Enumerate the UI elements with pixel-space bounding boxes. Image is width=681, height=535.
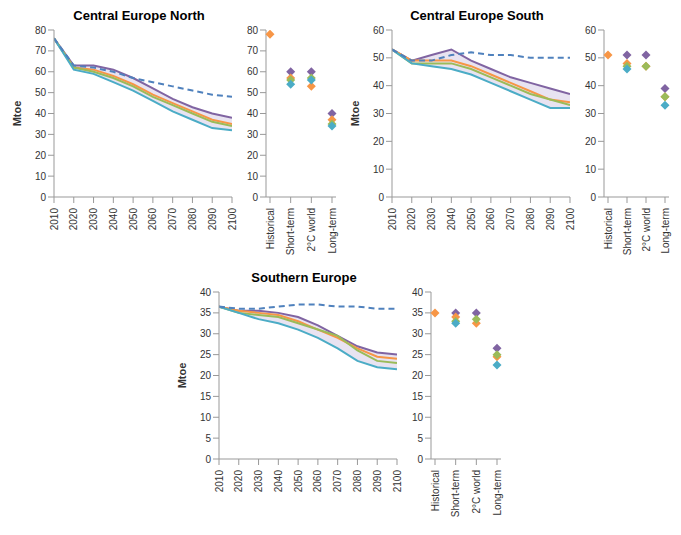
svg-text:2020: 2020 [68, 208, 79, 231]
svg-text:0: 0 [378, 192, 384, 203]
svg-text:2010: 2010 [49, 208, 60, 231]
svg-text:2030: 2030 [426, 208, 437, 231]
svg-text:2070: 2070 [332, 470, 343, 493]
svg-text:2100: 2100 [565, 208, 576, 231]
svg-text:50: 50 [247, 87, 259, 98]
svg-text:2020: 2020 [233, 470, 244, 493]
svg-text:60: 60 [247, 66, 259, 77]
svg-text:30: 30 [412, 328, 424, 339]
svg-text:35: 35 [412, 307, 424, 318]
svg-text:2030: 2030 [253, 470, 264, 493]
svg-text:10: 10 [247, 171, 259, 182]
svg-text:2°C world: 2°C world [641, 208, 652, 251]
svg-text:Long-term: Long-term [660, 208, 671, 254]
svg-text:15: 15 [412, 391, 424, 402]
svg-text:80: 80 [35, 25, 47, 36]
svg-text:30: 30 [247, 129, 259, 140]
svg-text:2090: 2090 [372, 470, 383, 493]
svg-text:2080: 2080 [525, 208, 536, 231]
svg-text:2080: 2080 [187, 208, 198, 231]
svg-text:2050: 2050 [128, 208, 139, 231]
svg-text:30: 30 [200, 328, 212, 339]
svg-text:2040: 2040 [273, 470, 284, 493]
svg-text:20: 20 [373, 136, 385, 147]
svg-text:Historical: Historical [603, 208, 614, 249]
svg-text:2100: 2100 [392, 470, 403, 493]
svg-text:50: 50 [35, 87, 47, 98]
svg-text:2°C world: 2°C world [306, 208, 317, 251]
svg-text:30: 30 [585, 108, 597, 119]
svg-text:60: 60 [373, 25, 385, 36]
svg-text:2090: 2090 [207, 208, 218, 231]
svg-text:2070: 2070 [505, 208, 516, 231]
svg-text:60: 60 [585, 25, 597, 36]
svg-text:10: 10 [35, 171, 47, 182]
svg-text:25: 25 [412, 349, 424, 360]
svg-text:2040: 2040 [446, 208, 457, 231]
svg-text:Short-term: Short-term [450, 470, 461, 517]
svg-text:Short-term: Short-term [285, 208, 296, 255]
svg-text:2060: 2060 [485, 208, 496, 231]
svg-text:40: 40 [247, 108, 259, 119]
svg-text:0: 0 [590, 192, 596, 203]
svg-text:40: 40 [585, 80, 597, 91]
svg-text:2060: 2060 [312, 470, 323, 493]
svg-text:70: 70 [35, 45, 47, 56]
svg-text:Mtoe: Mtoe [11, 101, 23, 127]
svg-text:2°C world: 2°C world [471, 470, 482, 513]
svg-text:5: 5 [205, 433, 211, 444]
svg-text:5: 5 [417, 433, 423, 444]
svg-text:50: 50 [373, 52, 385, 63]
svg-text:2010: 2010 [387, 208, 398, 231]
svg-text:10: 10 [373, 164, 385, 175]
svg-text:30: 30 [373, 108, 385, 119]
html-text:Central Europe North: Central Europe North [73, 8, 205, 23]
svg-text:2010: 2010 [214, 470, 225, 493]
svg-text:40: 40 [412, 287, 424, 298]
svg-text:2020: 2020 [406, 208, 417, 231]
svg-text:20: 20 [35, 150, 47, 161]
svg-text:15: 15 [200, 391, 212, 402]
svg-text:Mtoe: Mtoe [176, 363, 188, 389]
svg-text:70: 70 [247, 45, 259, 56]
svg-text:Historical: Historical [430, 470, 441, 511]
svg-text:10: 10 [200, 412, 212, 423]
svg-text:40: 40 [373, 80, 385, 91]
svg-text:Long-term: Long-term [327, 208, 338, 254]
svg-text:2070: 2070 [167, 208, 178, 231]
svg-text:60: 60 [35, 66, 47, 77]
svg-text:0: 0 [417, 454, 423, 465]
svg-text:2100: 2100 [227, 208, 238, 231]
svg-text:20: 20 [200, 370, 212, 381]
svg-text:25: 25 [200, 349, 212, 360]
svg-text:0: 0 [205, 454, 211, 465]
html-text:Central Europe South: Central Europe South [410, 8, 544, 23]
svg-text:10: 10 [585, 164, 597, 175]
svg-text:40: 40 [35, 108, 47, 119]
svg-text:35: 35 [200, 307, 212, 318]
svg-text:2090: 2090 [545, 208, 556, 231]
svg-text:2050: 2050 [293, 470, 304, 493]
svg-text:20: 20 [412, 370, 424, 381]
svg-text:20: 20 [585, 136, 597, 147]
svg-text:2040: 2040 [108, 208, 119, 231]
html-text:Southern Europe: Southern Europe [251, 270, 357, 285]
svg-text:Historical: Historical [265, 208, 276, 249]
svg-text:0: 0 [252, 192, 258, 203]
svg-text:2030: 2030 [88, 208, 99, 231]
svg-text:80: 80 [247, 25, 259, 36]
svg-text:40: 40 [200, 287, 212, 298]
svg-text:0: 0 [40, 192, 46, 203]
svg-text:Long-term: Long-term [492, 470, 503, 516]
svg-text:2080: 2080 [352, 470, 363, 493]
svg-text:50: 50 [585, 52, 597, 63]
svg-text:2050: 2050 [466, 208, 477, 231]
svg-text:Short-term: Short-term [622, 208, 633, 255]
svg-text:Mtoe: Mtoe [349, 101, 361, 127]
svg-text:2060: 2060 [147, 208, 158, 231]
svg-text:30: 30 [35, 129, 47, 140]
svg-text:10: 10 [412, 412, 424, 423]
svg-text:20: 20 [247, 150, 259, 161]
